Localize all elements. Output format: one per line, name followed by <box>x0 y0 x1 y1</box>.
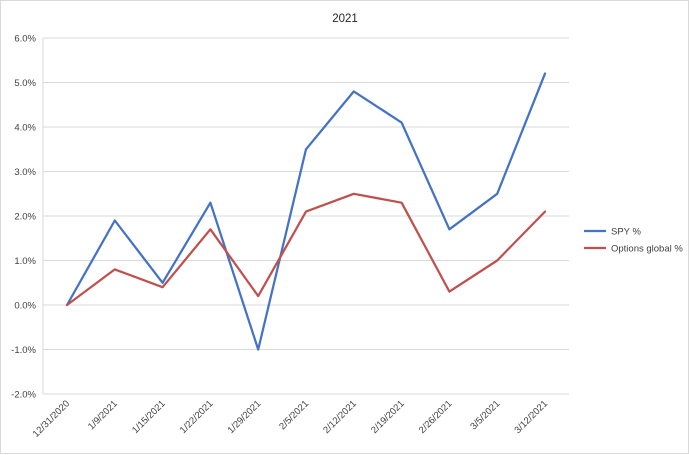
y-tick-label: 3.0% <box>14 167 36 178</box>
x-tick-label: 1/22/2021 <box>178 398 216 436</box>
x-tick-label: 3/5/2021 <box>468 398 502 432</box>
y-tick-label: 4.0% <box>14 123 36 134</box>
x-tick-label: 1/29/2021 <box>226 398 264 436</box>
y-tick-label: 2.0% <box>14 212 36 223</box>
x-tick-label: 1/15/2021 <box>130 398 168 436</box>
y-tick-label: -1.0% <box>11 345 36 356</box>
x-tick-label: 2/19/2021 <box>369 398 407 436</box>
x-tick-label: 2/12/2021 <box>321 398 359 436</box>
x-tick-label: 12/31/2020 <box>31 398 72 439</box>
x-tick-label: 2/26/2021 <box>417 398 455 436</box>
x-tick-label: 2/5/2021 <box>277 398 311 432</box>
chart-title: 2021 <box>332 13 358 25</box>
series-line-1 <box>65 72 547 351</box>
y-tick-label: 1.0% <box>14 256 36 267</box>
series-lines <box>65 72 547 351</box>
y-tick-label: -2.0% <box>11 390 36 401</box>
legend-label: Options global % <box>611 244 683 255</box>
y-tick-label: 5.0% <box>14 78 36 89</box>
legend-label: SPY % <box>611 227 641 238</box>
y-axis-tick-labels: -2.0% -1.0% 0.0% 1.0% 2.0% 3.0% 4.0% 5.0% 6.0% <box>11 34 36 401</box>
y-tick-label: 6.0% <box>14 34 36 45</box>
gridlines <box>43 37 569 395</box>
x-tick-label: 1/9/2021 <box>86 398 120 432</box>
legend: SPY % Options global % <box>584 227 683 255</box>
y-tick-label: 0.0% <box>14 301 36 312</box>
x-axis-tick-labels: 12/31/2020 1/9/2021 1/15/2021 1/22/2021 1/29… <box>31 398 550 439</box>
x-tick-label: 3/12/2021 <box>512 398 550 436</box>
series-line-2 <box>65 192 547 307</box>
